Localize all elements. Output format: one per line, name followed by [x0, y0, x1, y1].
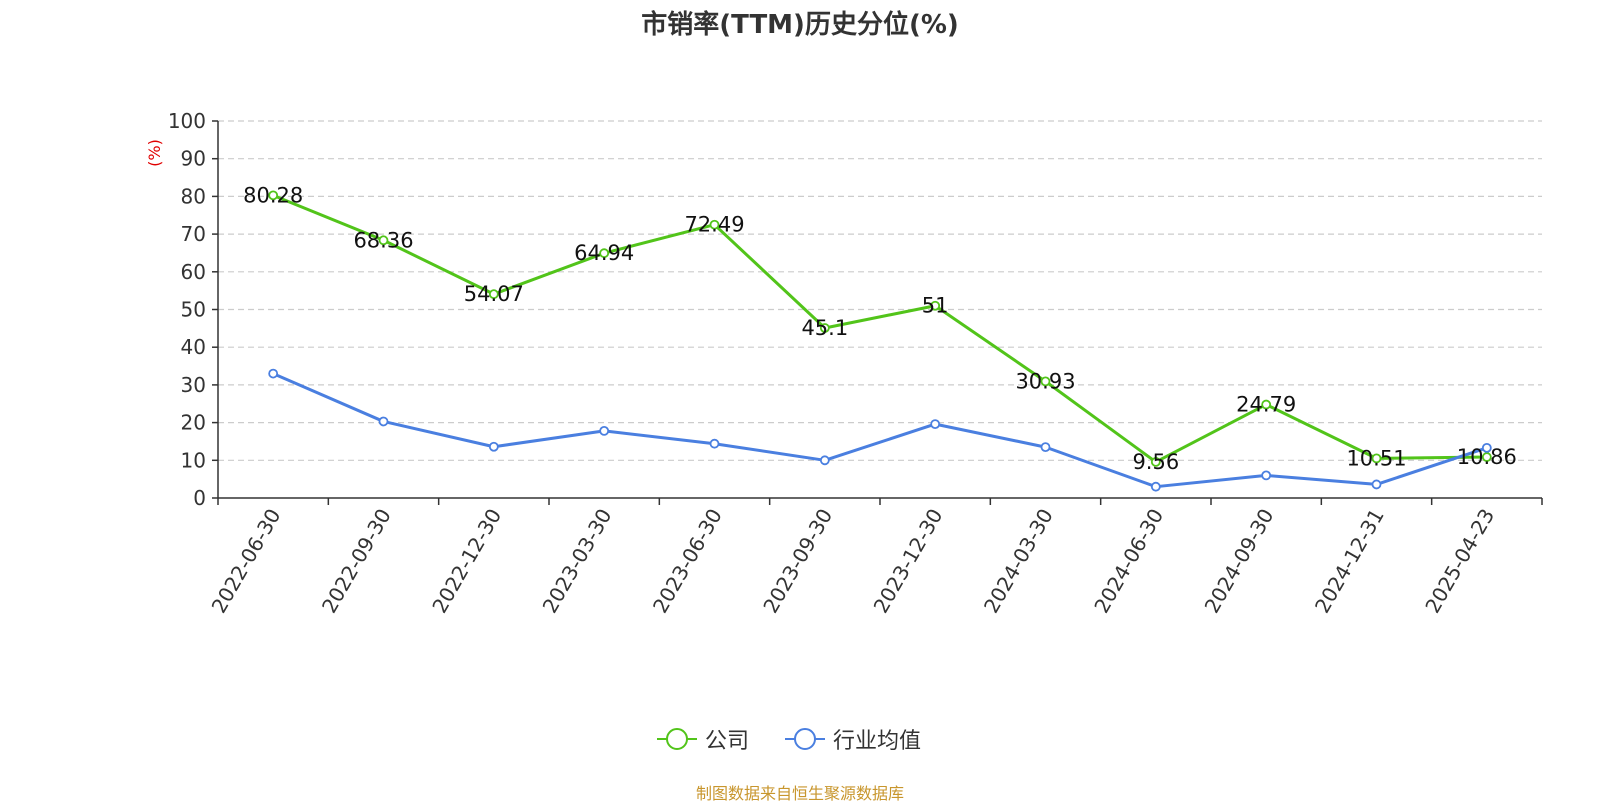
- data-label: 30.93: [1015, 369, 1075, 393]
- data-label: 9.56: [1132, 450, 1179, 474]
- data-labels: 80.28 68.36 54.07 64.94 72.49 45.1 51 30.93 9.56…: [243, 183, 1517, 474]
- x-tick-label: 2023-03-30: [538, 505, 617, 618]
- data-point: [378, 235, 389, 246]
- x-tick-label: 2023-06-30: [648, 505, 727, 618]
- y-tick-label: 70: [181, 222, 206, 246]
- data-point: [268, 368, 279, 379]
- data-label: 45.1: [801, 316, 848, 340]
- y-tick-label: 100: [168, 109, 206, 133]
- data-label: 10.51: [1346, 446, 1406, 470]
- y-tick-label: 50: [181, 298, 206, 322]
- x-tick-label: 2024-03-30: [979, 505, 1058, 618]
- data-label: 80.28: [243, 183, 303, 207]
- grid-lines: [218, 120, 1542, 461]
- data-label: 24.79: [1236, 393, 1296, 417]
- y-tick-label: 0: [193, 486, 206, 510]
- data-point: [1150, 481, 1161, 492]
- data-point: [378, 416, 389, 427]
- data-point: [599, 248, 610, 259]
- y-tick-label: 90: [181, 147, 206, 171]
- source-note: 制图数据来自恒生聚源数据库: [695, 784, 904, 803]
- data-point: [1481, 452, 1492, 462]
- x-tick-label: 2023-12-30: [869, 505, 948, 618]
- data-label: 68.36: [353, 228, 413, 252]
- data-point: [1261, 470, 1272, 481]
- axes: 0 10 20 30 40 50 60 70 80 90 100 2022-06-30 2022-09-…: [168, 109, 1543, 618]
- y-axis-label: (%): [145, 139, 164, 167]
- y-tick-label: 20: [181, 411, 206, 435]
- series-line-industry-average: [272, 372, 1488, 489]
- x-tick-label: 2022-12-30: [427, 505, 506, 618]
- x-tick-label: 2023-09-30: [758, 505, 837, 618]
- y-tick-label: 40: [181, 335, 206, 359]
- data-point: [930, 419, 941, 430]
- data-point: [1040, 376, 1051, 387]
- data-point: [599, 425, 610, 436]
- data-label: 72.49: [684, 213, 744, 237]
- legend-label-company: 公司: [705, 729, 750, 754]
- legend-label-industry-average: 行业均值: [833, 729, 922, 754]
- data-label: 10.86: [1457, 445, 1517, 469]
- data-point: [1371, 453, 1382, 464]
- y-tick-label: 80: [181, 184, 206, 208]
- chart-title: 市销率(TTM)历史分位(%): [641, 10, 959, 40]
- x-tick-label: 2022-09-30: [317, 505, 396, 618]
- data-point: [709, 219, 720, 230]
- legend-line-circle-icon: [785, 728, 825, 750]
- y-tick-label: 60: [181, 260, 206, 284]
- data-point: [1371, 479, 1382, 490]
- data-point: [488, 289, 499, 300]
- x-tick-label: 2022-06-30: [207, 505, 286, 618]
- data-point: [1481, 442, 1492, 453]
- data-point: [268, 190, 279, 201]
- data-point: [1261, 399, 1272, 410]
- data-label: 64.94: [574, 241, 634, 265]
- data-point: [1040, 442, 1051, 453]
- x-tick-label: 2024-06-30: [1089, 505, 1168, 618]
- series-line-company: [272, 193, 1487, 464]
- x-tick-label: 2024-09-30: [1200, 505, 1279, 618]
- data-point: [819, 455, 830, 466]
- y-tick-label: 30: [181, 373, 206, 397]
- data-point: [1150, 457, 1161, 467]
- legend-item-industry-average[interactable]: 行业均值: [785, 724, 921, 754]
- data-point: [488, 441, 499, 452]
- data-label: 51: [922, 294, 949, 318]
- series: [268, 190, 1492, 492]
- data-label: 54.07: [464, 282, 524, 306]
- x-tick-label: 2025-04-23: [1420, 505, 1499, 618]
- legend-line-circle-icon: [657, 728, 697, 750]
- data-point: [930, 300, 941, 311]
- data-point: [819, 323, 830, 333]
- x-tick-label: 2024-12-31: [1310, 505, 1389, 618]
- y-tick-label: 10: [181, 448, 206, 472]
- legend-item-company[interactable]: 公司: [657, 724, 749, 754]
- data-point: [709, 438, 720, 449]
